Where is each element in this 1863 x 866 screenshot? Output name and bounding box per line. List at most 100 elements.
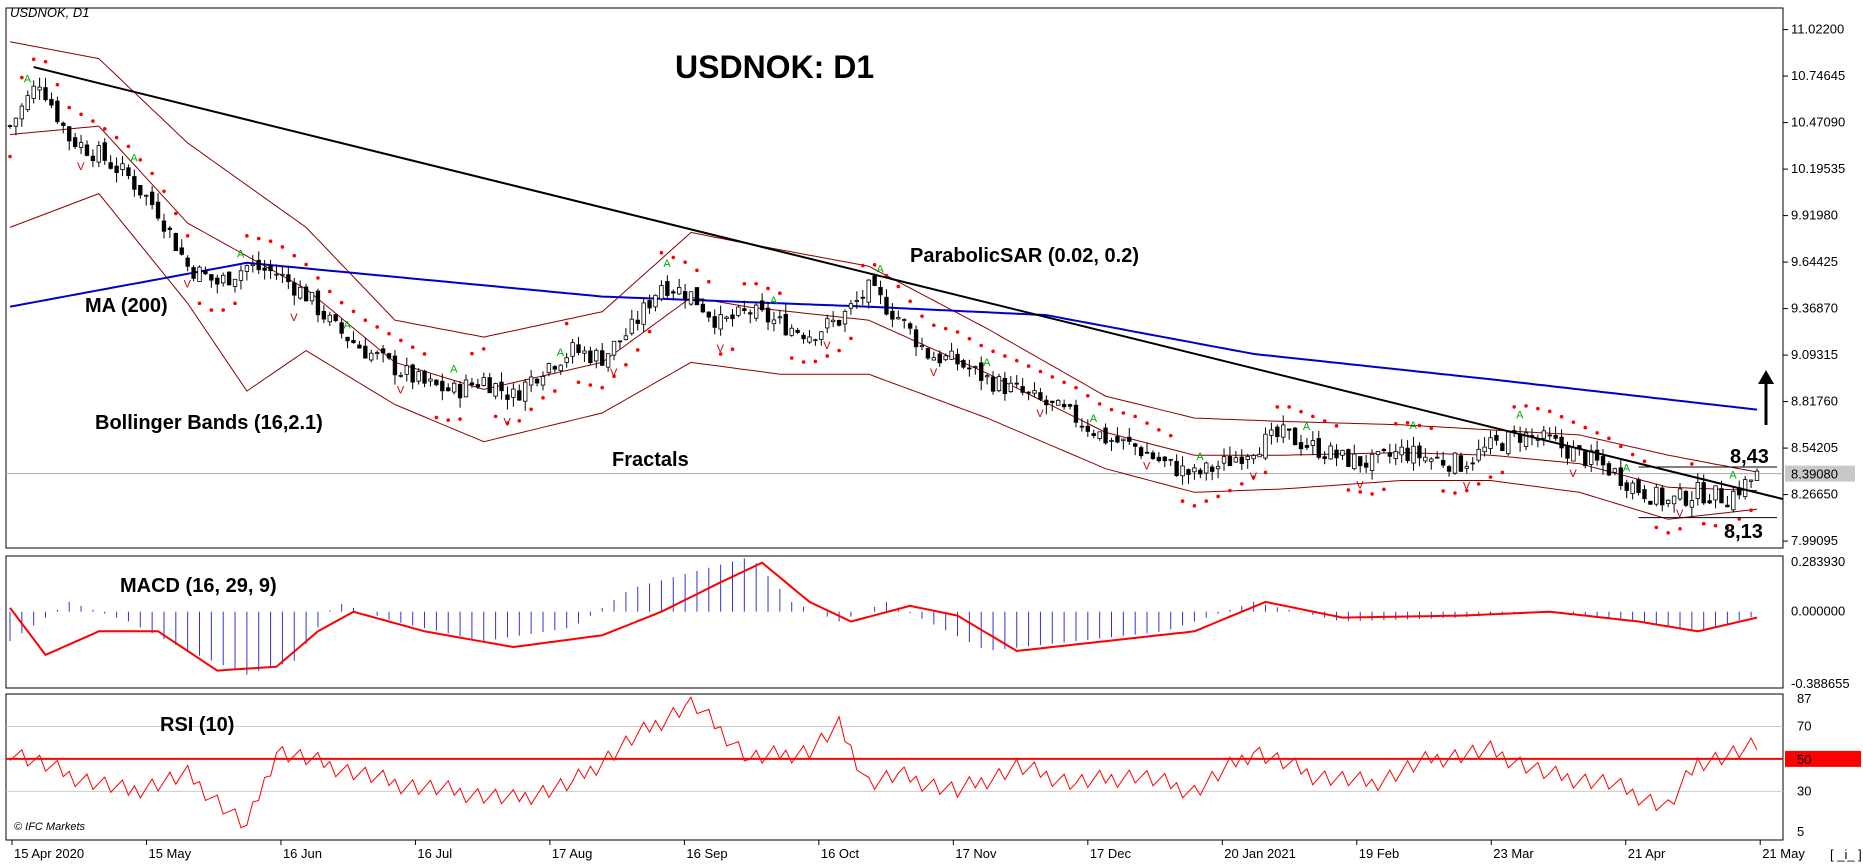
candle	[594, 349, 599, 362]
candle	[327, 314, 332, 323]
candle	[860, 296, 865, 299]
sar-dot	[849, 336, 853, 341]
price-tick-label: 7.99095	[1791, 533, 1838, 548]
candle	[1435, 456, 1440, 459]
watermark: © IFC Markets	[14, 821, 86, 833]
candle	[1138, 447, 1144, 457]
fractal-up-icon: A	[1410, 420, 1418, 432]
sar-dot	[1275, 405, 1280, 409]
candle	[155, 201, 161, 219]
sar-dot	[1311, 414, 1315, 419]
macd-tick-label: 0.000000	[1791, 604, 1845, 619]
candle	[1002, 377, 1008, 395]
rsi-panel	[6, 696, 1783, 829]
sar-dot	[185, 234, 190, 238]
sar-dot	[1642, 459, 1647, 464]
candle	[1600, 456, 1606, 466]
candle	[1411, 445, 1416, 464]
sar-dot	[197, 301, 202, 306]
sar-dot	[1690, 462, 1694, 466]
sar-dot	[1393, 422, 1398, 426]
fractal-up-icon: A	[24, 74, 32, 86]
candle	[996, 376, 1002, 392]
candle	[1067, 404, 1073, 407]
sar-dot	[126, 144, 131, 149]
candle	[902, 319, 907, 321]
candle	[825, 318, 830, 329]
rsi-level-label: 50	[1797, 752, 1811, 767]
fractal-up-icon: A	[1196, 451, 1204, 463]
candle	[1517, 434, 1523, 443]
candle	[1257, 453, 1262, 458]
candle	[132, 176, 137, 190]
sar-dot	[102, 127, 107, 131]
candle	[1233, 457, 1239, 463]
candle	[1186, 469, 1191, 475]
fractal-up-icon: A	[1729, 469, 1737, 481]
sar-dot	[31, 57, 36, 62]
price-tick-label: 10.19535	[1791, 161, 1845, 176]
sar-dot	[1429, 426, 1434, 430]
candle	[1695, 482, 1700, 499]
candle	[250, 263, 255, 267]
sar-dot	[1618, 444, 1623, 449]
candle	[1109, 440, 1114, 442]
candle	[280, 273, 285, 276]
sar-dot	[1417, 423, 1422, 428]
sar-dot	[1322, 419, 1327, 423]
candle	[126, 167, 131, 177]
candle	[872, 275, 877, 286]
sar-dot	[1559, 414, 1564, 419]
sar-dot	[339, 300, 344, 305]
fractal-down-icon: V	[930, 367, 938, 379]
up-arrow-icon	[1758, 370, 1774, 425]
candle	[1701, 482, 1706, 504]
sar-dot	[20, 75, 24, 80]
bollinger-upper	[9, 41, 1758, 473]
fractal-down-icon: V	[397, 385, 405, 397]
candle	[688, 291, 694, 305]
x-tick-label: 23 Mar	[1493, 846, 1534, 861]
candle	[523, 381, 528, 402]
candle	[232, 278, 238, 287]
candle	[1346, 449, 1351, 467]
sar-dot	[813, 359, 818, 364]
candle	[1648, 500, 1653, 505]
price-tick-label: 10.74645	[1791, 68, 1845, 83]
candle	[398, 374, 404, 377]
price-tick-label: 8.26650	[1791, 487, 1838, 502]
candle	[1156, 456, 1162, 462]
candle	[611, 340, 617, 356]
corner-label[interactable]: [ _i_ ]	[1830, 847, 1862, 862]
x-tick-label: 19 Feb	[1359, 846, 1399, 861]
sar-dot	[1370, 492, 1374, 496]
sar-dot	[647, 329, 652, 334]
candle	[1559, 436, 1564, 449]
candle	[1399, 446, 1404, 456]
candle	[167, 227, 173, 230]
candle	[434, 379, 439, 386]
candle	[1121, 438, 1126, 442]
fractal-down-icon: V	[184, 278, 192, 290]
candle	[1636, 479, 1641, 493]
candle	[25, 95, 30, 111]
sar-dot	[1453, 491, 1457, 495]
ma-label: MA (200)	[85, 295, 168, 317]
sar-dot	[825, 354, 830, 358]
fractal-down-icon: V	[717, 343, 725, 355]
sar-dot	[1476, 482, 1481, 486]
candle	[777, 316, 783, 319]
candle	[369, 352, 374, 361]
sar-dot	[529, 407, 533, 412]
candle	[765, 307, 771, 323]
candle	[990, 376, 996, 392]
sar-dot	[1346, 488, 1351, 492]
sar-dot	[446, 418, 451, 422]
candle	[724, 316, 729, 319]
sar-dot	[1512, 405, 1516, 409]
candle	[1168, 458, 1173, 461]
candle	[534, 378, 540, 384]
candle	[1671, 495, 1677, 505]
candle	[842, 310, 848, 325]
candle	[677, 287, 682, 295]
